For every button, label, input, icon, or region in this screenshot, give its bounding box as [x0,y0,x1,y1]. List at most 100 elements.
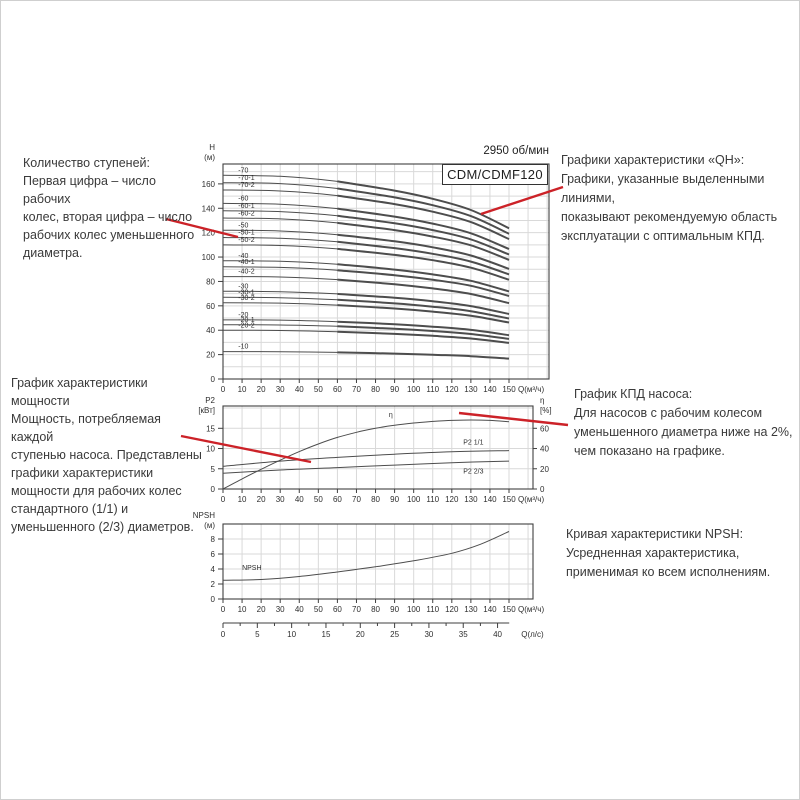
curve-bold--20 [337,320,510,337]
curve-label: NPSH [242,565,261,572]
curve-label: -60 [238,196,248,203]
tick-label: 40 [295,495,304,504]
tick-label: 30 [424,630,433,639]
tick-label: 140 [483,605,497,614]
tick-label: 100 [202,253,216,262]
curve-label: -40 [238,253,248,260]
curve-bold--50-2 [337,247,510,281]
tick-label: 0 [211,595,216,604]
x-axis-unit: Q(м³/ч) [518,495,544,504]
tick-label: 40 [295,605,304,614]
tick-label: 120 [445,495,459,504]
tick-label: 50 [314,385,323,394]
curve-label: -40-2 [238,269,254,276]
tick-label: 80 [206,277,215,286]
curve-label: -10 [238,344,248,351]
tick-label: 90 [390,385,399,394]
curve-bold--60 [337,207,510,250]
curve--50 [222,229,510,270]
callout-line [165,217,239,239]
curve-bold--60-2 [337,221,510,261]
annotation-qh: Графики характеристики «QH»: Графики, ук… [561,153,778,243]
annotation-stage-count: Количество ступеней: Первая цифра – числ… [23,156,195,260]
tick-label: 0 [211,375,216,384]
tick-label: 40 [540,445,549,454]
tick-label: 2 [211,580,216,589]
x-axis-unit: Q(м³/ч) [518,605,544,614]
tick-label: 140 [483,385,497,394]
tick-label: 120 [445,385,459,394]
curve-label: -70-1 [238,175,254,182]
tick-label: 40 [493,630,502,639]
tick-label: 30 [276,605,285,614]
curve-bold--30 [337,292,510,315]
tick-label: 30 [276,495,285,504]
curve-label: -50-2 [238,237,254,244]
tick-label: 130 [464,495,478,504]
plot-border [222,405,534,490]
tick-label: 150 [502,605,516,614]
curve-bold--40 [337,263,510,293]
curve-bold--10 [337,351,510,360]
chart-p2-eta: 0 10 20 30 40 50 60 70 80 90 100 110 120 130 140 150 Q(м… [198,396,551,504]
tick-label: 60 [333,385,342,394]
tick-label: 80 [371,385,380,394]
rpm-label: 2950 об/мин [483,145,549,157]
tick-label: 10 [287,630,296,639]
tick-label: 120 [202,229,216,238]
tick-label: 60 [333,495,342,504]
curve-label: -50 [238,222,248,229]
tick-label: 90 [390,605,399,614]
y-axis-name: NPSH [193,511,215,520]
tick-label: 4 [211,565,216,574]
tick-label: 0 [221,630,226,639]
curve-label: -60-2 [238,210,254,217]
model-box: CDM/CDMF120 [442,164,548,185]
annotation-power: График характеристики мощности Мощность,… [11,376,202,534]
curve-bold--50 [337,233,510,270]
chart-qh: 0 10 20 30 40 50 60 70 80 90 100 110 120 130 140 150 Q(м… [202,143,550,394]
tick-label: 110 [426,605,439,614]
y2-axis-name: η [540,396,544,405]
tick-label: 30 [276,385,285,394]
curve-bold--70 [337,180,510,230]
chart-npsh: 0 10 20 30 40 50 60 70 80 90 100 110 120 130 140 150 Q(м… [193,511,545,639]
curve-bold--30-1 [337,298,510,320]
y2-axis-name: [%] [540,406,552,415]
tick-label: 110 [426,385,439,394]
tick-label: 120 [445,605,459,614]
tick-label: 150 [502,385,516,394]
tick-label: 5 [255,630,260,639]
tick-label: 0 [211,485,216,494]
annotation-npsh: Кривая характеристики NPSH: Усредненная … [566,527,771,579]
tick-label: 0 [221,495,226,504]
tick-label: 100 [407,495,421,504]
tick-label: 70 [352,385,361,394]
curve-label: -70 [238,168,248,175]
tick-label: 15 [206,424,215,433]
tick-label: 20 [257,385,266,394]
tick-label: 20 [206,351,215,360]
curve-label: η [389,412,393,419]
x-axis-unit: Q(м³/ч) [518,385,544,394]
tick-label: 150 [502,495,516,504]
curve-label: -30-2 [238,295,254,302]
curve-label: -20-1 [238,317,254,324]
curve-label: -50-1 [238,230,254,237]
tick-label: 130 [464,385,478,394]
curve-label: -30-1 [238,289,254,296]
curve-label: -40-1 [238,259,254,266]
tick-label: 100 [407,605,421,614]
tick-label: 0 [540,485,545,494]
y-axis-name: [кВт] [198,406,215,415]
tick-label: 10 [238,605,247,614]
curve-P2 1/1 [222,450,510,467]
y-axis-name: (м) [204,153,215,162]
curve--40 [222,260,510,292]
curve-label: -60-1 [238,203,254,210]
curve-bold--70-2 [337,194,510,241]
tick-label: 0 [221,605,226,614]
tick-label: 0 [221,385,226,394]
tick-label: 20 [540,465,549,474]
